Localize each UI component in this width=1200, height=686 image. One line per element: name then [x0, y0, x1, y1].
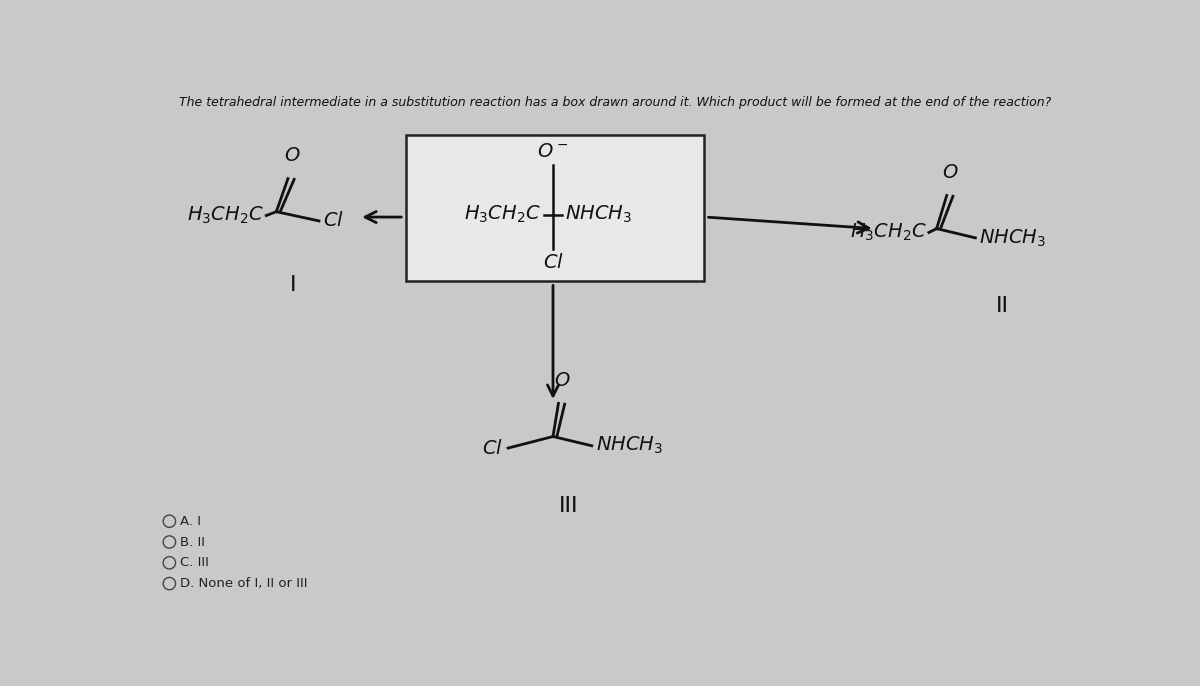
Text: $NHCH_3$: $NHCH_3$ — [979, 227, 1046, 248]
Text: $NHCH_3$: $NHCH_3$ — [565, 204, 631, 226]
Text: $O$: $O$ — [283, 147, 300, 165]
Bar — [406, 134, 704, 281]
Text: $Cl$: $Cl$ — [323, 211, 343, 230]
Text: $O^-$: $O^-$ — [538, 142, 569, 161]
Text: $Cl$: $Cl$ — [542, 253, 564, 272]
Text: I: I — [290, 275, 296, 295]
Text: $H_3CH_2C$: $H_3CH_2C$ — [850, 222, 926, 243]
Text: D. None of I, II or III: D. None of I, II or III — [180, 577, 307, 590]
Text: $NHCH_3$: $NHCH_3$ — [595, 435, 662, 456]
Text: B. II: B. II — [180, 536, 205, 549]
Text: $O$: $O$ — [554, 371, 570, 390]
Text: II: II — [996, 296, 1009, 316]
Text: $O$: $O$ — [942, 163, 959, 182]
Text: A. I: A. I — [180, 514, 202, 528]
Text: The tetrahedral intermediate in a substitution reaction has a box drawn around i: The tetrahedral intermediate in a substi… — [179, 96, 1051, 109]
Text: III: III — [559, 496, 578, 516]
Text: $H_3CH_2C$: $H_3CH_2C$ — [464, 204, 541, 226]
Text: C. III: C. III — [180, 556, 209, 569]
Text: $Cl$: $Cl$ — [481, 438, 503, 458]
Text: $H_3CH_2C$: $H_3CH_2C$ — [187, 205, 264, 226]
